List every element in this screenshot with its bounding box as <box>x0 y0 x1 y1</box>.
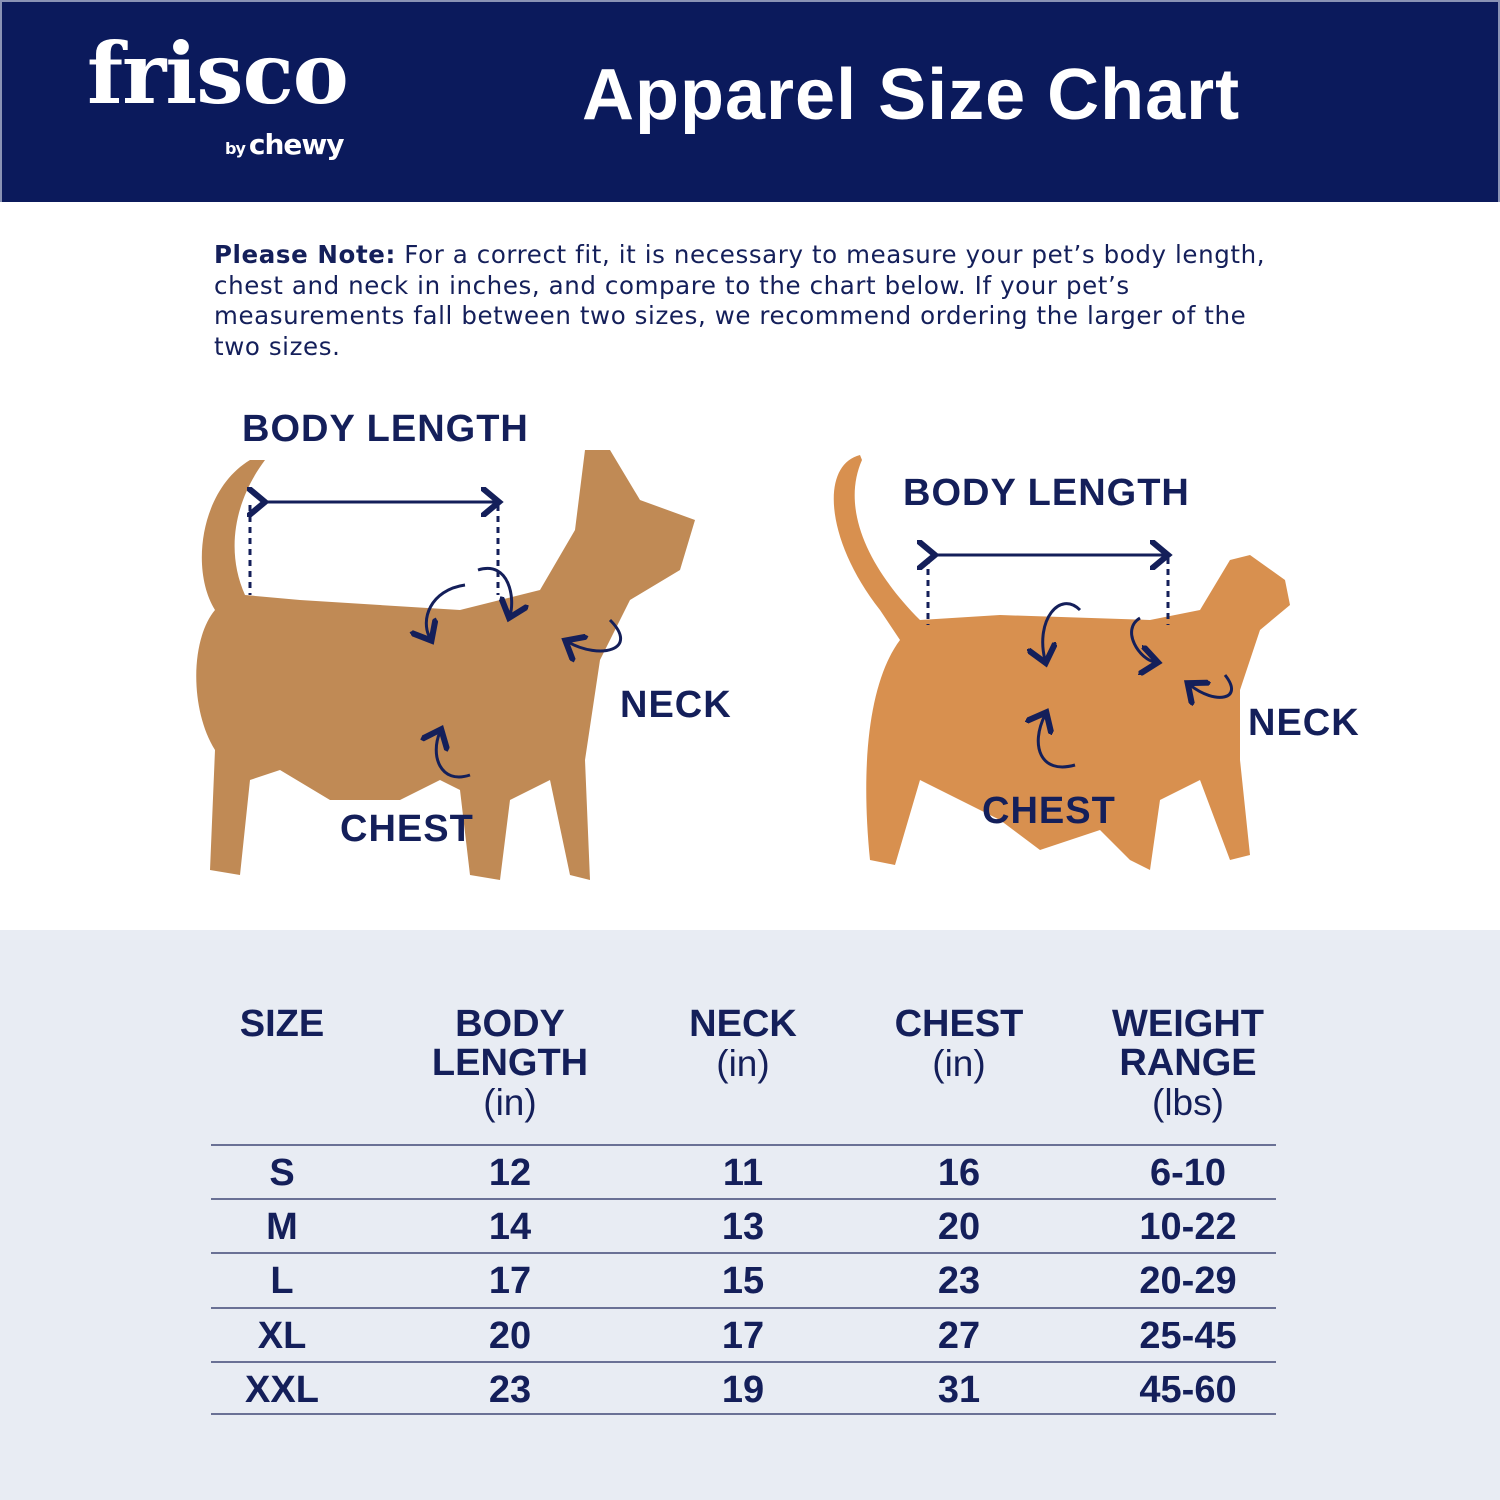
cat-chest-label: CHEST <box>982 790 1116 832</box>
dog-chest-arrow <box>436 732 471 779</box>
note-label: Please Note: <box>214 240 396 269</box>
logo-by: by <box>225 139 246 158</box>
table-cell: 10-22 <box>1139 1206 1237 1249</box>
header-title: SIZE <box>239 1003 325 1045</box>
table-cell: 20 <box>937 1206 981 1249</box>
note-text: For a correct fit, it is necessary to me… <box>214 240 1266 361</box>
header-title: BODY LENGTH <box>431 1003 589 1084</box>
cat-chest-arrow <box>1038 715 1076 769</box>
header-weight-range: WEIGHT RANGE (lbs) <box>1093 1003 1283 1123</box>
table-cell: 15 <box>721 1260 765 1303</box>
table-cell: 12 <box>488 1152 532 1194</box>
table-cell: 31 <box>937 1368 981 1411</box>
note-paragraph: Please Note: For a correct fit, it is ne… <box>214 240 1274 362</box>
table-cell: XL <box>257 1314 307 1357</box>
logo-byline: by chewy <box>225 128 345 161</box>
table-cell: 11 <box>722 1152 764 1194</box>
table-cell: 23 <box>937 1260 981 1303</box>
pets-illustration <box>196 450 1290 880</box>
table-row: S 12 11 16 6-10 <box>211 1144 1276 1198</box>
size-table-section <box>0 930 1500 1500</box>
header-body-length: BODY LENGTH (in) <box>420 1003 600 1123</box>
table-row: L 17 15 23 20-29 <box>211 1252 1276 1306</box>
cat-neck-arrow <box>1190 674 1233 697</box>
table-cell: 23 <box>488 1368 532 1411</box>
table-cell: 20 <box>488 1314 532 1357</box>
measurement-illustration: BODY LENGTH NECK CHEST BODY LENGTH NECK … <box>0 380 1500 930</box>
dog-neck-arrow <box>568 618 622 651</box>
table-row: M 14 13 20 10-22 <box>211 1198 1276 1252</box>
header-unit: (in) <box>716 1043 770 1084</box>
table-row: XL 20 17 27 25-45 <box>211 1306 1276 1361</box>
table-cell: 20-29 <box>1139 1260 1237 1303</box>
table-cell: 19 <box>721 1368 765 1411</box>
logo-chewy: chewy <box>248 128 345 161</box>
header-unit: (in) <box>483 1082 537 1123</box>
table-cell: 14 <box>488 1206 532 1249</box>
dog-image <box>196 450 695 880</box>
cat-image <box>833 455 1290 870</box>
table-cell: 25-45 <box>1139 1314 1237 1357</box>
frisco-logo: frisco by chewy <box>87 24 349 162</box>
dog-neck-label: NECK <box>620 684 732 726</box>
header-chest: CHEST (in) <box>849 1003 1069 1084</box>
table-cell: L <box>270 1260 294 1303</box>
header-size: SIZE <box>172 1005 392 1044</box>
header-unit: (lbs) <box>1152 1082 1224 1123</box>
header-unit: (in) <box>932 1043 986 1084</box>
table-cell: 17 <box>488 1260 532 1303</box>
cat-neck-label: NECK <box>1248 702 1360 744</box>
dog-chest-label: CHEST <box>340 808 474 850</box>
dog-chest-top-arrow <box>426 583 466 638</box>
header-title: WEIGHT RANGE <box>1112 1003 1264 1084</box>
table-cell: M <box>266 1206 298 1249</box>
table-cell: 45-60 <box>1139 1368 1237 1411</box>
table-cell: S <box>269 1152 295 1194</box>
header-banner: frisco by chewy Apparel Size Chart <box>0 0 1500 202</box>
table-cell: 17 <box>721 1314 765 1357</box>
dog-body-length-label: BODY LENGTH <box>242 408 529 450</box>
table-cell: XXL <box>245 1368 319 1411</box>
table-row: XXL 23 19 31 45-60 <box>211 1360 1276 1415</box>
header-title: NECK <box>689 1003 797 1045</box>
measurement-arrows <box>250 502 1233 779</box>
header-title: CHEST <box>894 1003 1024 1045</box>
cat-body-length-label: BODY LENGTH <box>903 472 1190 514</box>
table-cell: 13 <box>721 1206 765 1249</box>
table-cell: 6-10 <box>1149 1152 1227 1194</box>
logo-wordmark: frisco <box>87 24 349 123</box>
page-title: Apparel Size Chart <box>582 55 1241 135</box>
table-cell: 27 <box>937 1314 981 1357</box>
header-neck: NECK (in) <box>633 1003 853 1084</box>
table-cell: 16 <box>937 1152 981 1194</box>
